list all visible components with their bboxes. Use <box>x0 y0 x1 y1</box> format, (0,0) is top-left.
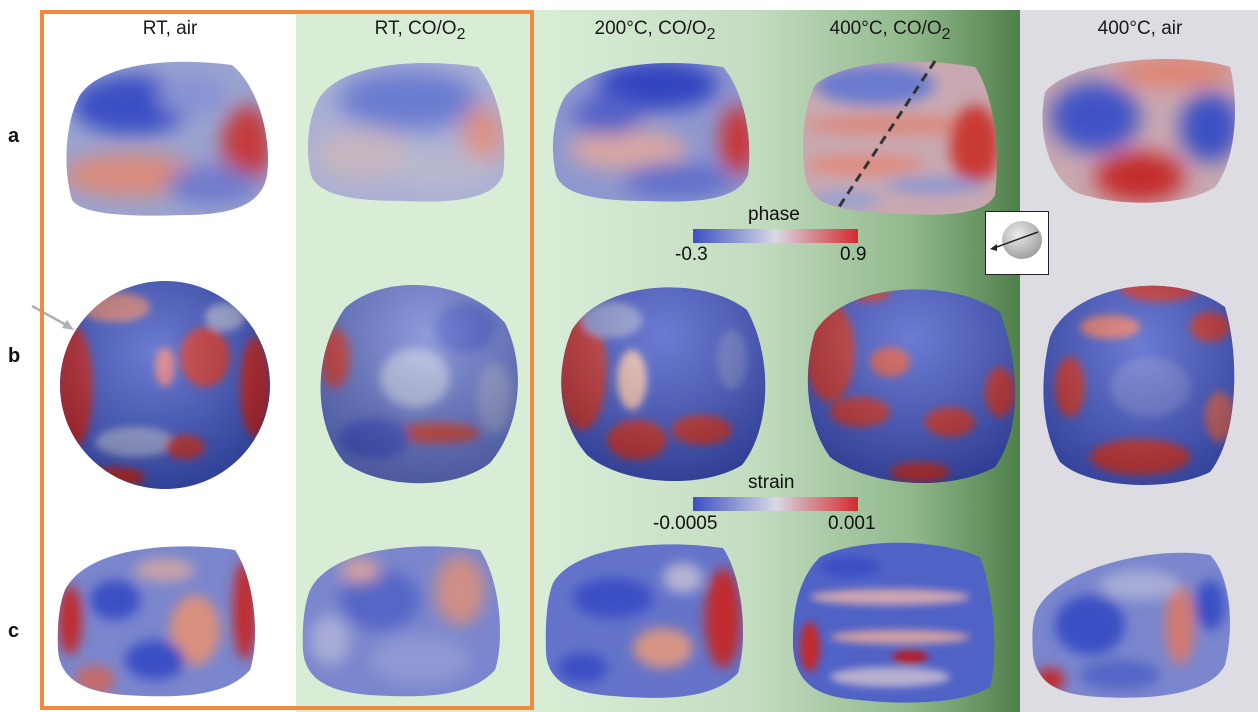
column-title-rt-coo2: RT, CO/O2 <box>374 18 466 43</box>
particle-orientation-icon <box>990 221 1042 259</box>
strain-colorbar <box>693 497 858 511</box>
strain-map-rt-coo2 <box>302 546 501 697</box>
phase-map-400c-air <box>1042 59 1235 203</box>
column-title-rt-air: RT, air <box>142 18 198 39</box>
row-label-b: b <box>8 345 21 367</box>
strain-surface-rt-coo2 <box>320 285 518 484</box>
phase-map-rt-air <box>66 61 268 216</box>
phase-colorbar-title: phase <box>748 204 800 225</box>
strain-surface-400c-air <box>1043 285 1235 485</box>
highlight-frame <box>40 10 534 710</box>
phase-colorbar-min: -0.3 <box>675 244 708 265</box>
pointer-arrow <box>31 304 74 330</box>
strain-colorbar-title: strain <box>748 472 795 493</box>
orientation-inset <box>985 211 1049 275</box>
strain-colorbar-max: 0.001 <box>828 513 876 534</box>
row-label-c: c <box>8 620 20 642</box>
strain-colorbar-min: -0.0005 <box>653 513 718 534</box>
strain-map-200c-coo2 <box>545 544 744 698</box>
strain-map-400c-coo2 <box>792 542 995 703</box>
phase-colorbar <box>693 229 858 243</box>
column-title-400c-air: 400°C, air <box>1097 18 1183 39</box>
phase-map-rt-coo2 <box>307 63 505 202</box>
phase-map-400c-coo2 <box>803 60 997 215</box>
column-title-400c-coo2: 400°C, CO/O2 <box>829 18 951 43</box>
strain-map-400c-air <box>1032 552 1231 698</box>
column-title-200c-coo2: 200°C, CO/O2 <box>594 18 716 43</box>
strain-map-rt-air <box>57 546 256 697</box>
phase-map-200c-coo2 <box>552 63 750 202</box>
phase-colorbar-max: 0.9 <box>840 244 867 265</box>
strain-surface-400c-coo2 <box>807 289 1016 484</box>
row-label-a: a <box>8 125 20 147</box>
strain-surface-200c-coo2 <box>561 287 766 482</box>
strain-surface-rt-air <box>60 281 270 489</box>
